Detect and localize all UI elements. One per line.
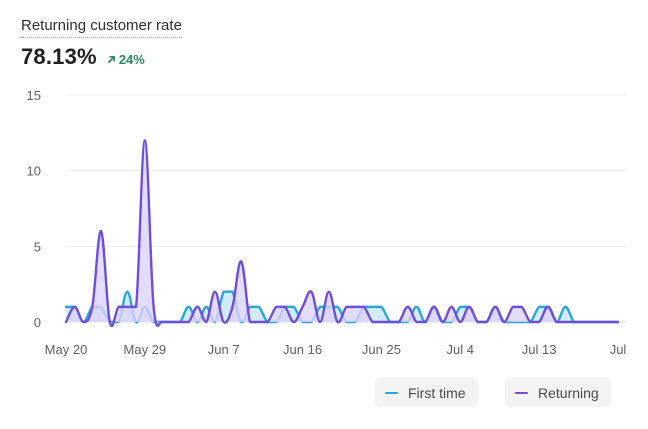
x-tick-label: May 29: [124, 342, 167, 357]
y-tick-label: 5: [34, 239, 41, 254]
y-axis: 15 10 5 0: [27, 88, 41, 330]
series-line-returning[interactable]: [64, 139, 620, 327]
legend-label-first-time: First time: [408, 384, 466, 401]
legend-label-returning: Returning: [538, 384, 599, 401]
line-chart[interactable]: 15 10 5 0 May 20 May 29 Jun 7 Jun 16 Jun 25 Jul …: [0, 0, 648, 370]
x-tick-label: Jun 16: [283, 342, 322, 357]
delta-badge: 24%: [107, 52, 145, 67]
x-tick-label: Jul 4: [447, 342, 474, 357]
arrow-up-right-icon: [107, 55, 115, 64]
y-tick-label: 10: [27, 164, 41, 179]
metric-row: 78.13% 24%: [21, 44, 145, 70]
x-tick-label: Jun 25: [362, 342, 401, 357]
x-tick-label: Jun 7: [208, 342, 240, 357]
y-tick-label: 15: [27, 88, 41, 103]
x-tick-label: Jul 13: [522, 342, 557, 357]
series-group: [64, 139, 620, 327]
x-axis: May 20 May 29 Jun 7 Jun 16 Jun 25 Jul 4 Jul 13…: [45, 342, 627, 357]
x-tick-label: May 20: [45, 342, 88, 357]
series-area-first-time: [66, 291, 618, 323]
metric-value: 78.13%: [21, 44, 97, 69]
y-tick-label: 0: [34, 315, 41, 330]
legend-swatch-returning: [515, 391, 528, 394]
legend-item-first-time[interactable]: First time: [375, 378, 478, 407]
series-area-returning: [66, 140, 618, 326]
delta-value: 24%: [118, 52, 145, 67]
card-title[interactable]: Returning customer rate: [21, 17, 182, 38]
x-tick-label: Jul: [610, 342, 627, 357]
legend-swatch-first-time: [385, 391, 398, 394]
legend-item-returning[interactable]: Returning: [505, 378, 611, 407]
